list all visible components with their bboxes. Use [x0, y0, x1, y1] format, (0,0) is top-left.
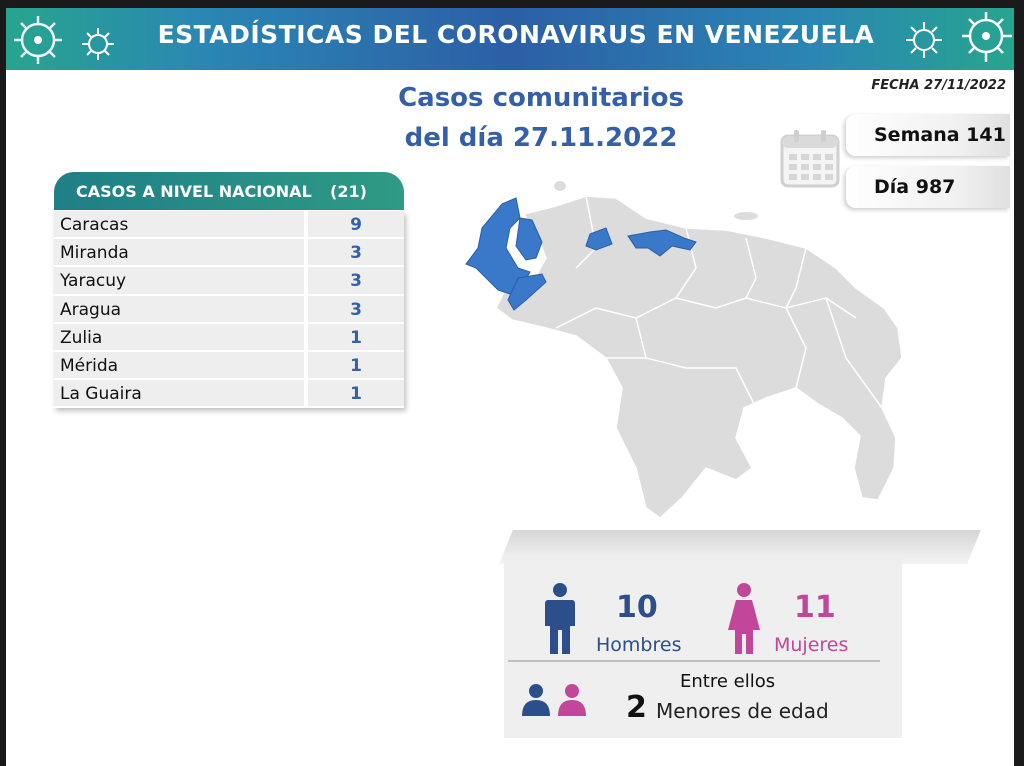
state-name: Miranda [54, 239, 308, 266]
map-state-aragua-miranda-caracas [627, 229, 697, 257]
state-cases: 1 [350, 355, 362, 376]
state-name: Yaracuy [54, 267, 308, 294]
women-label: Mujeres [774, 634, 849, 656]
table-row: Aragua 3 [54, 295, 404, 324]
banner-title: ESTADÍSTICAS DEL CORONAVIRUS EN VENEZUEL… [157, 20, 875, 49]
cases-table: Caracas 9 Miranda 3 Yaracuy 3 Aragua 3 Zulia 1 Mér… [54, 211, 404, 409]
state-name: Mérida [54, 351, 308, 379]
state-cases: 9 [350, 215, 362, 235]
date-label: FECHA 27/11/2022 [871, 78, 1006, 93]
virus-icon [906, 22, 942, 58]
men-count: 10 [616, 590, 658, 625]
week-badge: Semana 141 [846, 114, 1010, 156]
divider [508, 660, 880, 662]
table-header: CASOS A NIVEL NACIONAL (21) [54, 172, 404, 210]
state-name: Zulia [54, 323, 308, 350]
men-label: Hombres [596, 634, 682, 656]
table-row: Miranda 3 [54, 239, 404, 268]
state-name: Aragua [54, 295, 308, 322]
minors-count: 2 [626, 690, 647, 725]
headline-line2: del día 27.11.2022 [404, 123, 678, 153]
women-count: 11 [794, 590, 836, 625]
state-cases: 3 [350, 271, 362, 292]
state-cases: 3 [350, 243, 362, 264]
state-cases: 3 [350, 299, 362, 320]
virus-icon [962, 12, 1012, 62]
map-state-merida [507, 273, 547, 311]
table-header-label: CASOS A NIVEL NACIONAL [76, 182, 312, 201]
venezuela-map [465, 181, 903, 518]
map-island [554, 181, 566, 191]
state-name: La Guaira [54, 380, 308, 407]
state-cases: 1 [350, 327, 362, 348]
map-island [734, 212, 758, 220]
table-header-count: (21) [330, 182, 367, 201]
table-row: Caracas 9 [54, 211, 404, 240]
state-name: Caracas [54, 211, 308, 238]
female-icon [728, 583, 760, 654]
male-icon [545, 583, 575, 654]
among-label: Entre ellos [680, 671, 776, 692]
day-badge: Día 987 [846, 166, 1010, 208]
table-row: La Guaira 1 [54, 380, 404, 409]
table-row: Zulia 1 [54, 323, 404, 352]
minors-icon [522, 684, 586, 716]
table-row: Yaracuy 3 [54, 267, 404, 296]
title-banner: ESTADÍSTICAS DEL CORONAVIRUS EN VENEZUEL… [6, 8, 1014, 70]
headline-line1: Casos comunitarios [398, 83, 684, 113]
map-country-shape [495, 195, 903, 518]
headline: Casos comunitarios del día 27.11.2022 [376, 78, 706, 158]
state-cases: 1 [350, 384, 362, 405]
infographic: ESTADÍSTICAS DEL CORONAVIRUS EN VENEZUEL… [6, 8, 1014, 766]
gender-panel: 10 Hombres 11 Mujeres Entre ellos 2 Meno… [504, 556, 902, 738]
virus-icon [82, 28, 114, 60]
table-row: Mérida 1 [54, 351, 404, 381]
calendar-icon [780, 130, 840, 188]
minors-label: Menores de edad [656, 699, 829, 723]
virus-icon [14, 16, 62, 64]
map-state-yaracuy [585, 227, 613, 251]
map-state-zulia-lake [515, 217, 543, 261]
